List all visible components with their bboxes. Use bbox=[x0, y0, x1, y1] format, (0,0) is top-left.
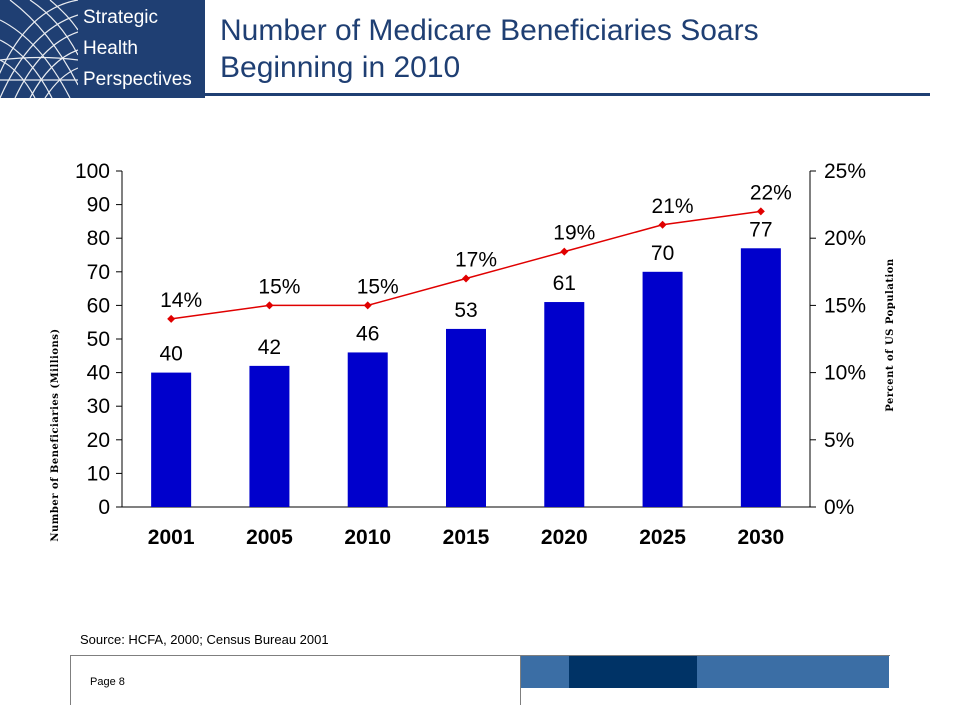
bar-value-label: 42 bbox=[258, 336, 281, 359]
y-tick-label: 50 bbox=[87, 328, 110, 351]
bar bbox=[446, 328, 486, 507]
y2-tick-label: 10% bbox=[824, 362, 866, 385]
line-point bbox=[167, 314, 176, 323]
source-note: Source: HCFA, 2000; Census Bureau 2001 bbox=[80, 632, 329, 647]
footer-divider-mid bbox=[520, 655, 521, 705]
y2-tick-label: 15% bbox=[824, 294, 866, 317]
footer-band-dark bbox=[569, 656, 697, 688]
y-tick-label: 10 bbox=[87, 462, 110, 485]
bar-value-label: 40 bbox=[159, 343, 182, 366]
y-tick-label: 0 bbox=[98, 496, 110, 519]
y-tick-label: 80 bbox=[87, 227, 110, 250]
line-point bbox=[363, 301, 372, 310]
y2-axis-title: Percent of US Population bbox=[885, 258, 896, 412]
line-point-label: 15% bbox=[357, 275, 399, 298]
y-tick-label: 100 bbox=[75, 160, 110, 183]
bar-value-label: 53 bbox=[454, 299, 477, 322]
title-line-2: Beginning in 2010 bbox=[220, 51, 461, 84]
bar-value-label: 77 bbox=[749, 218, 772, 241]
logo-line: Health bbox=[83, 38, 138, 59]
y2-tick-label: 20% bbox=[824, 227, 866, 250]
x-tick-label: 2025 bbox=[639, 526, 686, 549]
bar bbox=[249, 365, 290, 507]
logo-line: Strategic bbox=[83, 7, 158, 28]
footer-band-light bbox=[521, 656, 569, 688]
title-divider bbox=[205, 93, 930, 96]
bar bbox=[544, 302, 585, 507]
bar bbox=[642, 271, 683, 507]
x-tick-label: 2001 bbox=[148, 526, 195, 549]
line-point bbox=[560, 247, 569, 256]
line-point-label: 19% bbox=[553, 222, 595, 245]
logo: Strategic Health Perspectives bbox=[0, 0, 205, 98]
line-point-label: 21% bbox=[652, 195, 694, 218]
y-tick-label: 20 bbox=[87, 429, 110, 452]
y-tick-label: 70 bbox=[87, 261, 110, 284]
x-tick-label: 2015 bbox=[443, 526, 490, 549]
globe-logo-icon bbox=[0, 0, 78, 98]
line-point bbox=[756, 207, 765, 216]
y-tick-label: 30 bbox=[87, 395, 110, 418]
line-point-label: 14% bbox=[160, 289, 202, 312]
footer-divider bbox=[70, 655, 890, 656]
y2-tick-label: 25% bbox=[824, 160, 866, 183]
bar bbox=[347, 352, 388, 507]
bar-value-label: 70 bbox=[651, 242, 674, 265]
line-point-label: 17% bbox=[455, 249, 497, 272]
y-tick-label: 40 bbox=[87, 362, 110, 385]
chart-axes: 01020304050607080901000%5%10%15%20%25%20… bbox=[75, 160, 866, 549]
chart-bars bbox=[151, 248, 781, 507]
bar bbox=[151, 372, 192, 507]
y2-tick-label: 0% bbox=[824, 496, 854, 519]
x-tick-label: 2010 bbox=[344, 526, 391, 549]
footer-divider-left bbox=[70, 655, 71, 705]
line-point-label: 22% bbox=[750, 181, 792, 204]
y2-tick-label: 5% bbox=[824, 429, 854, 452]
line-point-label: 15% bbox=[258, 275, 300, 298]
beneficiaries-chart: 01020304050607080901000%5%10%15%20%25%20… bbox=[50, 160, 896, 549]
page-title: Number of Medicare Beneficiaries Soars B… bbox=[220, 12, 940, 86]
chart-line bbox=[167, 207, 765, 323]
logo-line: Perspectives bbox=[83, 69, 192, 90]
bar-value-label: 46 bbox=[356, 322, 379, 345]
line-point bbox=[265, 301, 274, 310]
x-tick-label: 2030 bbox=[737, 526, 784, 549]
y-axis-title: Number of Beneficiaries (Millions) bbox=[50, 328, 61, 541]
logo-text: Strategic Health Perspectives bbox=[83, 2, 205, 95]
title-line-1: Number of Medicare Beneficiaries Soars bbox=[220, 14, 759, 47]
x-tick-label: 2005 bbox=[246, 526, 293, 549]
y-tick-label: 60 bbox=[87, 294, 110, 317]
bar bbox=[740, 248, 781, 507]
y-tick-label: 90 bbox=[87, 194, 110, 217]
chart-labels: 40 42 46 53 61 70 77 14% 15% 15% 17% 19% 21% 22% bbox=[159, 181, 791, 365]
footer-band-light-2 bbox=[697, 656, 889, 688]
line-point bbox=[462, 274, 470, 283]
x-tick-label: 2020 bbox=[541, 526, 588, 549]
bar-value-label: 61 bbox=[553, 272, 576, 295]
page-number: Page 8 bbox=[90, 676, 125, 688]
line-point bbox=[658, 220, 667, 229]
